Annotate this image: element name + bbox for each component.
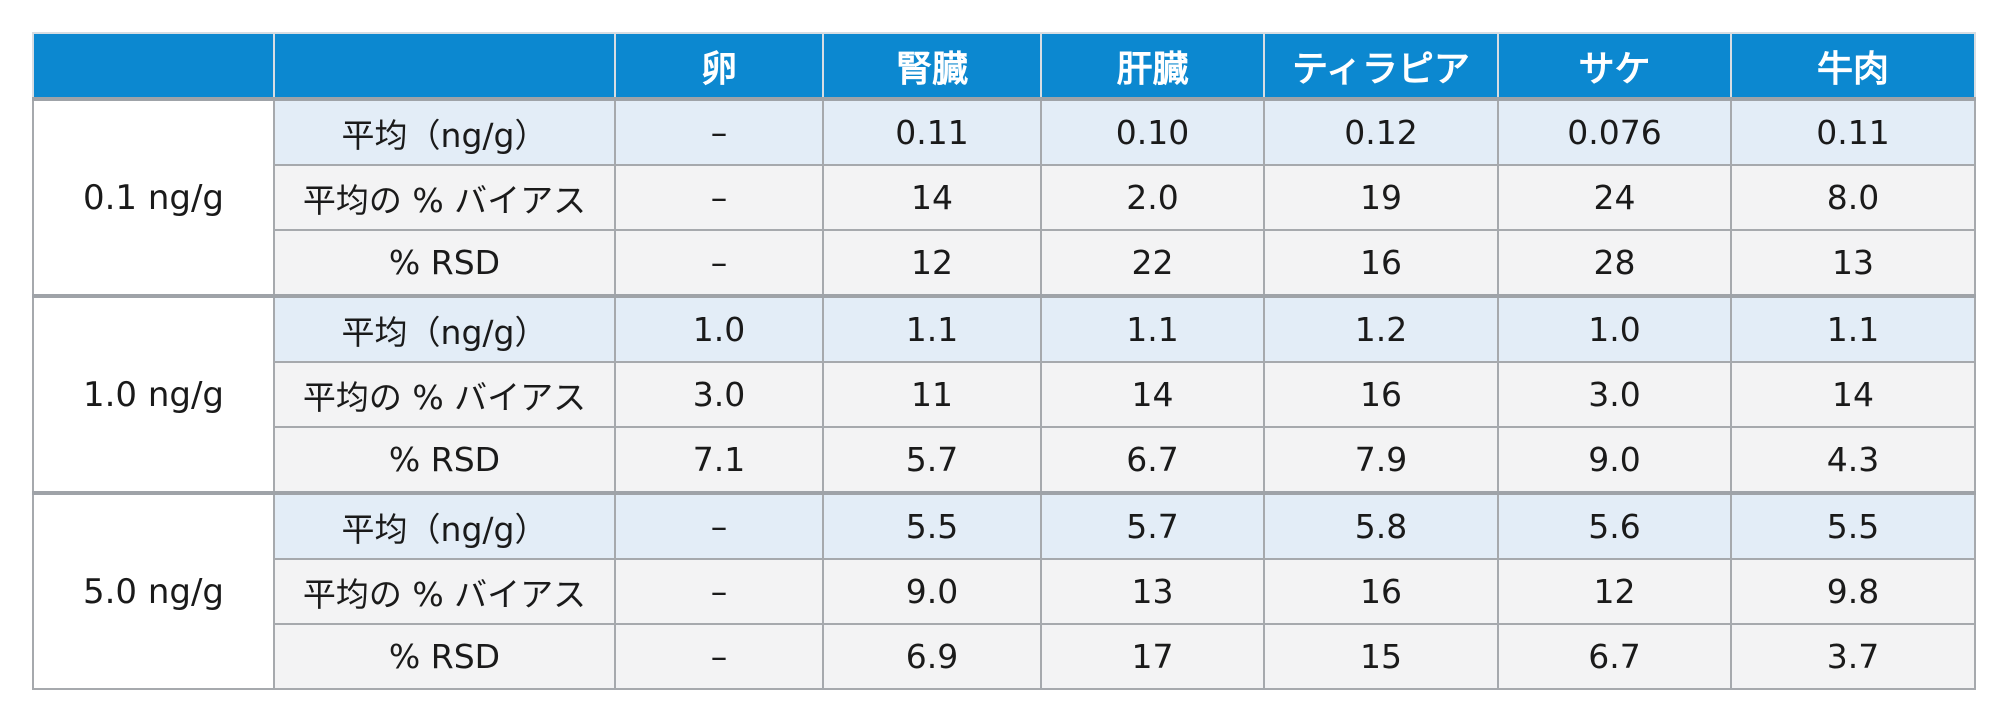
- table-cell: 3.0: [614, 361, 824, 428]
- table-cell: 1.1: [1040, 294, 1265, 363]
- table-cell: 7.9: [1263, 426, 1499, 494]
- table-cell: 16: [1263, 361, 1499, 428]
- table-cell: 8.0: [1730, 164, 1976, 231]
- level-label: 5.0 ng/g: [32, 491, 275, 690]
- metric-label: % RSD: [273, 623, 616, 690]
- table-cell: 14: [822, 164, 1042, 231]
- table-cell: 13: [1040, 558, 1265, 625]
- table-cell: 13: [1730, 229, 1976, 297]
- table-cell: 0.076: [1497, 97, 1732, 166]
- column-header: ティラピア: [1263, 32, 1499, 100]
- table-cell: 1.1: [822, 294, 1042, 363]
- table-cell: 22: [1040, 229, 1265, 297]
- column-header: 腎臓: [822, 32, 1042, 100]
- table-cell: –: [614, 491, 824, 560]
- table-cell: 3.0: [1497, 361, 1732, 428]
- table-cell: –: [614, 229, 824, 297]
- header-blank-metric: [273, 32, 616, 100]
- table-row: 5.0 ng/g 平均（ng/g） – 5.5 5.7 5.8 5.6 5.5: [32, 491, 1976, 690]
- table-cell: 11: [822, 361, 1042, 428]
- table-cell: 12: [1497, 558, 1732, 625]
- table-cell: 5.5: [1730, 491, 1976, 560]
- metric-label: % RSD: [273, 426, 616, 494]
- table-cell: 5.8: [1263, 491, 1499, 560]
- table-row: 平均の % バイアス 3.0 11 14 16 3.0 14: [33, 361, 1976, 428]
- table-cell: 0.10: [1040, 97, 1265, 166]
- table-cell: 16: [1263, 558, 1499, 625]
- table-cell: 16: [1263, 229, 1499, 297]
- header-row: 卵 腎臓 肝臓 ティラピア サケ 牛肉: [32, 32, 1976, 100]
- metric-label: 平均（ng/g）: [273, 97, 616, 166]
- table-row: 平均の % バイアス – 14 2.0 19 24 8.0: [33, 164, 1976, 231]
- table-cell: 4.3: [1730, 426, 1976, 494]
- table-row: 0.1 ng/g 平均（ng/g） – 0.11 0.10 0.12 0.076…: [32, 97, 1976, 297]
- table-cell: 5.7: [822, 426, 1042, 494]
- table-cell: –: [614, 623, 824, 690]
- metric-label: % RSD: [273, 229, 616, 297]
- metric-label: 平均の % バイアス: [273, 361, 616, 428]
- metric-label: 平均の % バイアス: [273, 558, 616, 625]
- table-cell: 24: [1497, 164, 1732, 231]
- header-blank-level: [32, 32, 275, 100]
- metric-label: 平均（ng/g）: [273, 294, 616, 363]
- table-cell: 3.7: [1730, 623, 1976, 690]
- table-cell: 1.0: [614, 294, 824, 363]
- table-cell: 6.9: [822, 623, 1042, 690]
- table-row: 1.0 ng/g 平均（ng/g） 1.0 1.1 1.1 1.2 1.0 1.…: [32, 294, 1976, 494]
- table-cell: 0.12: [1263, 97, 1499, 166]
- table-cell: 5.6: [1497, 491, 1732, 560]
- table-cell: 19: [1263, 164, 1499, 231]
- table-cell: 15: [1263, 623, 1499, 690]
- table-body: 0.1 ng/g 平均（ng/g） – 0.11 0.10 0.12 0.076…: [32, 97, 1976, 690]
- table-cell: 1.0: [1497, 294, 1732, 363]
- table-cell: 14: [1040, 361, 1265, 428]
- table-row: % RSD 7.1 5.7 6.7 7.9 9.0 4.3: [33, 426, 1976, 494]
- table-cell: 9.0: [1497, 426, 1732, 494]
- table-header: 卵 腎臓 肝臓 ティラピア サケ 牛肉: [32, 32, 1976, 100]
- table-cell: –: [614, 164, 824, 231]
- level-label: 0.1 ng/g: [32, 97, 275, 297]
- table-row: % RSD – 6.9 17 15 6.7 3.7: [33, 623, 1976, 690]
- metric-label: 平均の % バイアス: [273, 164, 616, 231]
- table-cell: 1.2: [1263, 294, 1499, 363]
- column-header: 卵: [614, 32, 824, 100]
- table-cell: 6.7: [1040, 426, 1265, 494]
- table-cell: –: [614, 558, 824, 625]
- table-cell: 17: [1040, 623, 1265, 690]
- table-cell: 1.1: [1730, 294, 1976, 363]
- table-cell: 0.11: [1730, 97, 1976, 166]
- level-label: 1.0 ng/g: [32, 294, 275, 494]
- table-cell: 0.11: [822, 97, 1042, 166]
- table-cell: –: [614, 97, 824, 166]
- column-header: 肝臓: [1040, 32, 1265, 100]
- table-cell: 6.7: [1497, 623, 1732, 690]
- results-table: 卵 腎臓 肝臓 ティラピア サケ 牛肉 0.1 ng/g 平均（ng/g） – …: [32, 32, 1976, 690]
- table-cell: 9.8: [1730, 558, 1976, 625]
- table-cell: 7.1: [614, 426, 824, 494]
- table-cell: 28: [1497, 229, 1732, 297]
- table-cell: 5.5: [822, 491, 1042, 560]
- column-header: 牛肉: [1730, 32, 1976, 100]
- table-cell: 12: [822, 229, 1042, 297]
- table-cell: 5.7: [1040, 491, 1265, 560]
- metric-label: 平均（ng/g）: [273, 491, 616, 560]
- column-header: サケ: [1497, 32, 1732, 100]
- table-row: 平均の % バイアス – 9.0 13 16 12 9.8: [33, 558, 1976, 625]
- table-cell: 9.0: [822, 558, 1042, 625]
- table-row: % RSD – 12 22 16 28 13: [33, 229, 1976, 297]
- table-cell: 2.0: [1040, 164, 1265, 231]
- table-cell: 14: [1730, 361, 1976, 428]
